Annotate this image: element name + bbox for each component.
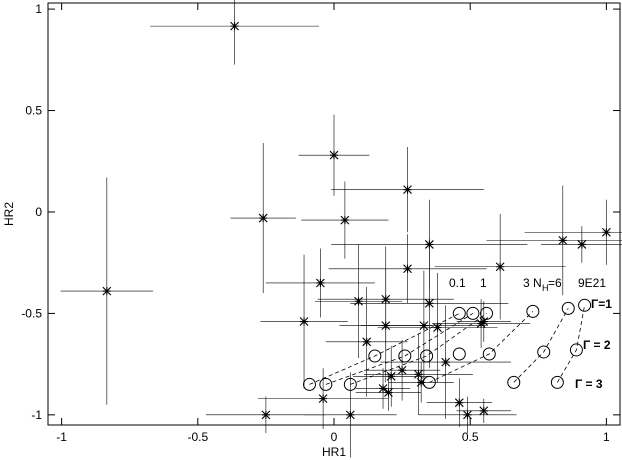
point bbox=[441, 357, 451, 367]
point bbox=[601, 227, 611, 237]
annotation: 0.1 bbox=[449, 276, 466, 290]
y-tick-label: 1 bbox=[35, 2, 42, 16]
point bbox=[318, 394, 328, 404]
model-line bbox=[557, 305, 585, 383]
model-point bbox=[482, 347, 496, 361]
model-point bbox=[452, 306, 466, 320]
model-point bbox=[561, 301, 575, 315]
point bbox=[102, 286, 112, 296]
y-axis-label: HR2 bbox=[2, 202, 16, 226]
point bbox=[362, 337, 372, 347]
annotation: 3 bbox=[523, 276, 530, 290]
model-point bbox=[466, 306, 480, 320]
point bbox=[419, 321, 429, 330]
point bbox=[454, 398, 464, 408]
annotation: Γ = 3 bbox=[575, 377, 603, 391]
point bbox=[354, 296, 363, 306]
model-point bbox=[368, 349, 382, 363]
point bbox=[479, 317, 489, 326]
x-tick-label: 0.5 bbox=[462, 430, 479, 444]
model-point bbox=[480, 306, 494, 320]
y-tick-label: -0.5 bbox=[21, 306, 42, 320]
point bbox=[340, 215, 350, 225]
point bbox=[403, 185, 412, 195]
model-point bbox=[343, 377, 357, 391]
y-tick-label: -1 bbox=[31, 408, 42, 422]
point bbox=[479, 406, 489, 416]
point bbox=[384, 388, 393, 397]
annotation: N bbox=[533, 276, 542, 290]
y-tick-label: 0 bbox=[35, 205, 42, 219]
point bbox=[403, 264, 412, 274]
point bbox=[299, 317, 309, 326]
annotation: 9E21 bbox=[578, 276, 606, 290]
x-axis-label: HR1 bbox=[322, 445, 346, 459]
model-point bbox=[550, 375, 564, 389]
model-line bbox=[513, 308, 569, 383]
model-point bbox=[452, 347, 466, 361]
point bbox=[397, 365, 407, 375]
x-tick-label: 0 bbox=[331, 430, 338, 444]
x-tick-label: -1 bbox=[56, 430, 67, 444]
model-point bbox=[420, 349, 434, 363]
point bbox=[577, 240, 587, 249]
point bbox=[230, 21, 239, 31]
model-point bbox=[578, 298, 592, 312]
model-line bbox=[325, 313, 474, 385]
point bbox=[378, 384, 388, 393]
point bbox=[315, 278, 325, 288]
annotation: =6 bbox=[548, 276, 562, 290]
point bbox=[424, 298, 434, 308]
annotation: 1 bbox=[480, 276, 487, 290]
model-point bbox=[302, 377, 316, 391]
point bbox=[258, 213, 268, 223]
point bbox=[414, 369, 423, 379]
model-line bbox=[429, 311, 534, 383]
model-point bbox=[537, 345, 551, 359]
model-point bbox=[422, 375, 436, 389]
model-point bbox=[507, 375, 521, 389]
point bbox=[416, 378, 426, 387]
model-point bbox=[526, 304, 540, 318]
point bbox=[558, 235, 568, 245]
x-tick-label: -0.5 bbox=[187, 430, 208, 444]
model-point bbox=[398, 349, 412, 363]
point bbox=[345, 410, 355, 420]
model-point bbox=[319, 377, 333, 391]
annotation: Γ = 2 bbox=[583, 338, 611, 352]
point bbox=[495, 262, 505, 272]
model-point bbox=[569, 343, 583, 357]
point bbox=[386, 371, 396, 381]
point bbox=[463, 410, 472, 420]
y-tick-label: 0.5 bbox=[25, 104, 42, 118]
point bbox=[261, 410, 271, 420]
point bbox=[329, 150, 339, 160]
annotation: H bbox=[542, 283, 549, 293]
x-tick-label: 1 bbox=[603, 430, 610, 444]
point bbox=[433, 323, 442, 333]
annotation: Γ=1 bbox=[591, 297, 612, 311]
